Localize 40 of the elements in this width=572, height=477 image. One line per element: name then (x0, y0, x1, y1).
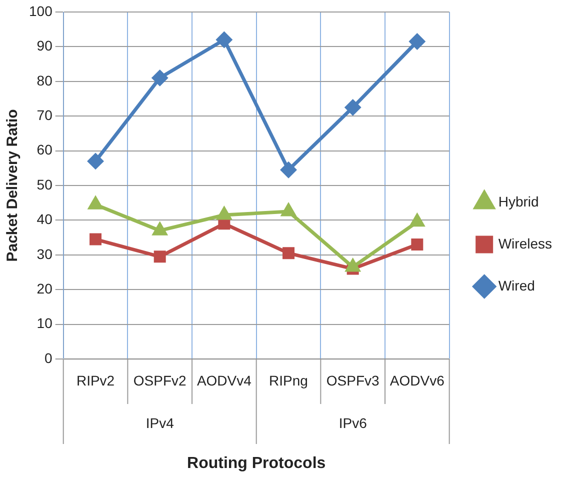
point (346, 259, 360, 272)
y-tick-label: 70 (36, 106, 53, 123)
x-tick-label: RIPng (269, 372, 308, 388)
point (411, 238, 424, 250)
point (410, 214, 424, 227)
point (280, 162, 296, 178)
legend-label: Wireless (498, 235, 552, 252)
point (282, 247, 294, 260)
y-tick-label: 0 (44, 350, 53, 366)
text: IPv4 (146, 414, 174, 431)
point (282, 204, 296, 216)
point (88, 153, 104, 169)
point (345, 100, 361, 116)
x-tick-label: OSPFv2 (133, 372, 187, 388)
x-tick-label: AODVv4 (196, 372, 252, 388)
y-axis-title: Packet Delivery Ratio (4, 109, 22, 262)
y-tick-label: 40 (36, 211, 53, 228)
x-axis-title: Routing Protocols (187, 454, 326, 472)
point (409, 34, 425, 50)
point (152, 222, 167, 236)
y-tick-label: 60 (36, 142, 53, 158)
point (216, 32, 232, 48)
legend-label: Wired (498, 277, 535, 294)
y-tick-label: 50 (36, 176, 53, 192)
point (88, 196, 102, 210)
text: IPv6 (338, 414, 368, 431)
y-tick-label: 10 (36, 315, 53, 332)
point (217, 207, 232, 220)
x-tick-label: AODVv6 (390, 372, 445, 388)
x-tick-label: OSPFv3 (326, 372, 380, 388)
y-tick-label: 20 (36, 280, 53, 296)
legend-label: Hybrid (498, 193, 539, 210)
y-tick-label: 100 (29, 2, 53, 19)
point (90, 233, 102, 246)
point (154, 250, 166, 263)
y-tick-label: 80 (36, 72, 53, 88)
y-tick-label: 30 (36, 246, 53, 262)
x-tick-label: RIPv2 (76, 372, 115, 388)
point (152, 70, 168, 86)
y-tick-label: 90 (36, 38, 53, 54)
